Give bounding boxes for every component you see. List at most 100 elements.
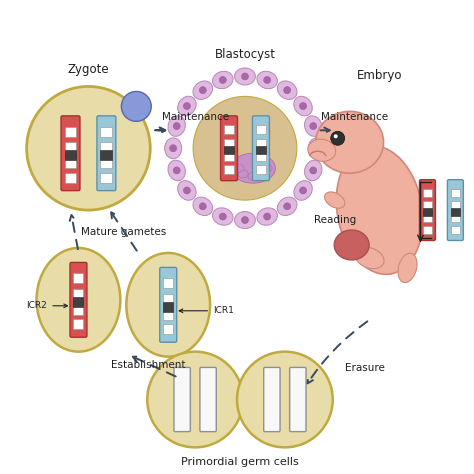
Circle shape [283,203,291,210]
Text: Blastocyst: Blastocyst [214,47,275,61]
Bar [423,201,432,210]
Circle shape [173,167,180,174]
Ellipse shape [337,146,423,274]
Bar [451,189,460,197]
Bar [256,153,266,161]
Bar [73,297,83,307]
Ellipse shape [248,172,258,180]
Text: Zygote: Zygote [68,64,109,76]
FancyBboxPatch shape [264,367,280,432]
Circle shape [219,213,226,220]
Circle shape [264,213,271,220]
FancyBboxPatch shape [97,116,116,191]
Bar [451,226,460,234]
Ellipse shape [193,81,212,100]
Circle shape [334,134,337,138]
Text: Erasure: Erasure [345,363,384,373]
Bar [163,278,173,288]
Text: ICR1: ICR1 [179,306,234,315]
Circle shape [199,203,206,210]
Circle shape [300,187,307,194]
Circle shape [183,102,191,109]
Ellipse shape [308,139,336,161]
Circle shape [310,123,317,129]
Bar [256,165,266,173]
Circle shape [199,87,206,94]
Bar [100,143,112,153]
Circle shape [183,187,191,194]
Bar [163,302,173,312]
Ellipse shape [308,138,325,159]
Bar [64,143,76,153]
Bar [73,319,83,329]
Text: Embryo: Embryo [357,70,402,82]
Bar [64,150,76,160]
FancyBboxPatch shape [200,367,216,432]
Circle shape [241,217,248,224]
Circle shape [147,352,243,447]
Ellipse shape [258,170,268,178]
Bar [100,158,112,168]
Ellipse shape [168,160,185,181]
Bar [224,126,234,134]
Circle shape [237,352,333,447]
Circle shape [173,123,180,129]
Circle shape [313,145,320,152]
Circle shape [27,86,150,210]
Ellipse shape [234,164,244,172]
Circle shape [121,91,151,121]
Bar [451,201,460,210]
Bar [256,126,266,134]
Bar [163,294,173,304]
Circle shape [241,73,248,80]
FancyBboxPatch shape [174,367,191,432]
Ellipse shape [178,181,196,200]
Bar [163,310,173,320]
Circle shape [331,131,345,145]
FancyBboxPatch shape [220,116,237,181]
Bar [451,208,460,216]
Ellipse shape [355,247,384,269]
Text: ICR2: ICR2 [27,301,67,310]
Text: Maintenance: Maintenance [162,112,228,122]
Ellipse shape [257,71,277,89]
Ellipse shape [325,192,345,208]
Text: Reading: Reading [314,215,356,225]
Bar [224,153,234,161]
Ellipse shape [127,253,210,356]
FancyBboxPatch shape [61,116,80,191]
Bar [224,139,234,147]
FancyBboxPatch shape [253,116,269,181]
Ellipse shape [304,116,322,137]
Circle shape [310,167,317,174]
FancyBboxPatch shape [290,367,306,432]
Bar [64,127,76,137]
Ellipse shape [316,111,383,173]
Ellipse shape [262,164,272,172]
Circle shape [193,96,297,200]
Ellipse shape [193,197,212,216]
Bar [224,165,234,173]
Bar [256,139,266,147]
FancyBboxPatch shape [70,263,87,337]
Ellipse shape [178,96,196,116]
Ellipse shape [164,138,182,159]
Circle shape [283,87,291,94]
Circle shape [264,76,271,83]
Ellipse shape [334,230,369,260]
Ellipse shape [235,211,255,228]
Bar [73,305,83,315]
Bar [163,324,173,334]
Text: Primordial germ cells: Primordial germ cells [181,457,299,467]
Ellipse shape [277,197,297,216]
Ellipse shape [168,116,185,137]
Ellipse shape [212,208,233,225]
Bar [224,146,234,155]
Bar [423,208,432,216]
Ellipse shape [235,68,255,85]
Circle shape [170,145,177,152]
Ellipse shape [238,170,248,178]
Bar [73,273,83,283]
Bar [64,173,76,182]
Ellipse shape [294,96,312,116]
